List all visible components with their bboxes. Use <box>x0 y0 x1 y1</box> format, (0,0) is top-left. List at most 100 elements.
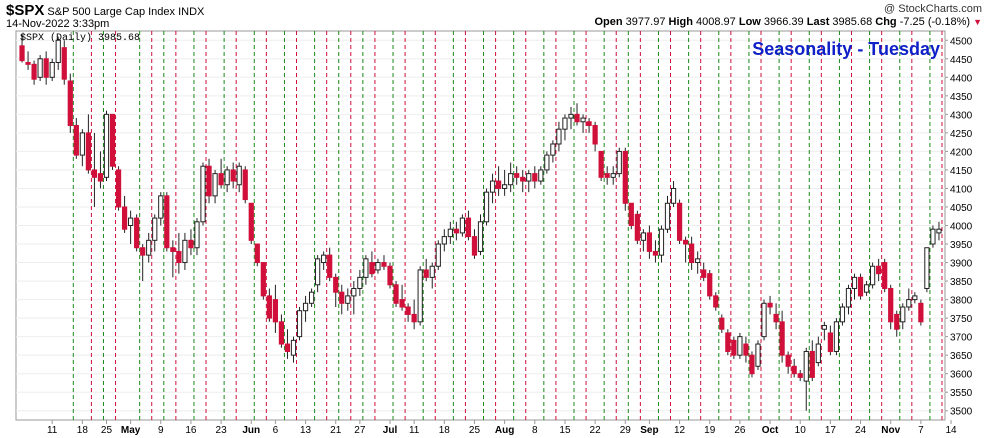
candle-body <box>495 180 502 189</box>
candle-body <box>526 173 532 182</box>
watermark: @ StockCharts.com <box>884 3 982 15</box>
candle-body <box>447 228 453 238</box>
candle-body <box>315 258 321 286</box>
candle-body <box>266 295 272 319</box>
candle-body <box>91 169 98 178</box>
y-tick-label: 3550 <box>950 388 973 399</box>
candle-body <box>206 165 212 197</box>
y-tick-label: 3950 <box>950 240 973 251</box>
candle-body <box>719 317 725 330</box>
candle-body <box>622 150 628 204</box>
x-tick-label: Nov <box>881 425 900 436</box>
y-tick-label: 3500 <box>950 407 973 418</box>
candle-body <box>857 276 864 297</box>
x-tick-label: 27 <box>354 425 366 436</box>
candle-body <box>894 313 900 330</box>
candle-body <box>399 299 405 308</box>
candle-body <box>863 284 870 293</box>
candle-body <box>918 302 924 323</box>
candle-body <box>574 113 580 123</box>
candle-body <box>869 265 876 286</box>
y-tick-label: 3800 <box>950 296 973 307</box>
candle-body <box>441 236 447 245</box>
candle-body <box>839 306 846 323</box>
candle-body <box>218 173 224 186</box>
candle-body <box>471 236 478 256</box>
candle-body <box>924 247 930 289</box>
x-tick-label: 7 <box>918 425 924 436</box>
y-tick-label: 4150 <box>950 166 973 177</box>
candle-body <box>598 150 604 178</box>
exchange: INDX <box>178 6 205 18</box>
candle-body <box>254 243 260 264</box>
candle-body <box>821 325 827 330</box>
candle-body <box>363 258 369 278</box>
candle-body <box>224 169 230 186</box>
candle-body <box>115 169 122 208</box>
candle-body <box>290 339 297 356</box>
candle-body <box>321 254 327 264</box>
candle-body <box>670 187 677 204</box>
x-tick-label: Jul <box>383 425 398 436</box>
x-tick-label: 14 <box>945 425 957 436</box>
candle-body <box>152 217 158 241</box>
chg-value: -7.25 (-0.18%) <box>899 16 971 28</box>
candle-body <box>845 287 852 308</box>
y-tick-label: 4300 <box>950 110 973 121</box>
x-tick-label: 11 <box>47 425 58 436</box>
candle-body <box>628 202 634 226</box>
candle-body <box>333 276 339 293</box>
chart-title: Seasonality - Tuesday <box>752 39 940 59</box>
candle-body <box>592 124 598 145</box>
y-tick-label: 4350 <box>950 92 973 103</box>
candle-body <box>767 302 773 308</box>
candle-body <box>85 132 92 171</box>
candle-body <box>103 113 110 178</box>
candle-body <box>731 339 737 356</box>
candle-body <box>176 250 182 264</box>
candle-body <box>610 173 616 178</box>
x-tick-label: 12 <box>674 425 686 436</box>
x-tick-label: 22 <box>590 425 602 436</box>
candle-body <box>109 113 116 167</box>
candle-body <box>477 221 484 252</box>
candle-body <box>502 184 508 189</box>
candle-body <box>755 343 761 367</box>
datetime: 14-Nov-2022 3:33pm <box>6 18 110 30</box>
candle-body <box>429 265 435 278</box>
symbol: $SPX <box>6 2 45 19</box>
x-tick-label: 16 <box>185 425 197 436</box>
candle-body <box>604 173 610 178</box>
candle-body <box>308 291 315 304</box>
candle-body <box>164 195 170 249</box>
candle-body <box>417 269 423 323</box>
candle-body <box>876 265 882 275</box>
low-label: Low <box>738 16 761 28</box>
x-tick-label: May <box>121 425 141 436</box>
candle-body <box>586 121 592 126</box>
candle-body <box>815 343 821 364</box>
candle-body <box>616 150 622 175</box>
candle-body <box>707 273 713 297</box>
y-tick-label: 4050 <box>950 203 973 214</box>
x-tick-label: Aug <box>495 425 514 436</box>
candle-body <box>803 350 809 382</box>
x-tick-label: 21 <box>330 425 342 436</box>
candle-body <box>170 247 176 252</box>
candle-body <box>236 165 242 186</box>
candle-body <box>906 299 912 308</box>
open-label: Open <box>594 16 623 28</box>
x-tick-label: 13 <box>300 425 312 436</box>
candle-body <box>73 124 79 156</box>
candle-body <box>568 113 574 119</box>
candle-body <box>882 262 888 289</box>
candle-body <box>713 295 719 308</box>
candle-body <box>652 250 659 256</box>
candle-body <box>646 232 653 252</box>
candle-body <box>459 217 466 234</box>
candle-body <box>544 154 550 171</box>
candle-body <box>55 39 61 63</box>
candle-body <box>465 217 472 238</box>
x-tick-label: Sep <box>640 425 658 436</box>
